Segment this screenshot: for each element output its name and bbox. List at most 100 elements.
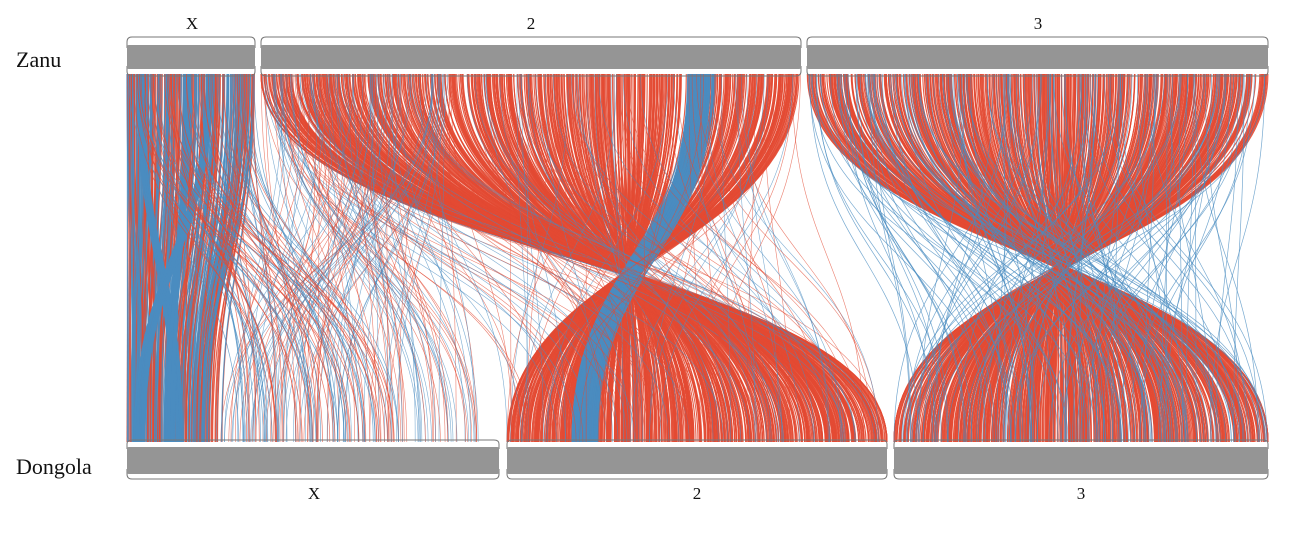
synteny-link	[836, 73, 1059, 443]
synteny-link	[302, 73, 691, 443]
synteny-link	[527, 73, 680, 443]
synteny-link	[299, 73, 878, 443]
bottom-chromosome-label-2: 2	[693, 484, 702, 503]
synteny-link	[737, 73, 756, 443]
synteny-link	[996, 73, 1012, 443]
synteny-link	[691, 73, 762, 443]
synteny-link	[859, 73, 1099, 443]
synteny-link	[1025, 73, 1112, 443]
synteny-link	[357, 73, 377, 443]
synteny-link	[746, 73, 780, 443]
synteny-link	[355, 73, 695, 443]
synteny-link	[1028, 73, 1099, 443]
synteny-link	[1076, 73, 1225, 443]
synteny-link	[520, 73, 719, 443]
synteny-link	[231, 73, 435, 443]
synteny-link	[998, 73, 1159, 443]
synteny-link	[481, 73, 686, 443]
synteny-link	[575, 73, 704, 443]
synteny-link	[170, 73, 351, 443]
synteny-link	[242, 73, 376, 443]
synteny-link	[516, 73, 808, 443]
synteny-link	[815, 73, 948, 443]
synteny-link	[642, 73, 647, 443]
synteny-link	[934, 73, 1265, 443]
synteny-link	[976, 73, 1083, 443]
synteny-link	[297, 73, 584, 443]
synteny-link	[364, 73, 449, 443]
synteny-link	[696, 73, 880, 443]
synteny-link	[139, 73, 348, 443]
synteny-link	[1036, 73, 1189, 443]
synteny-link	[590, 73, 670, 443]
synteny-link	[855, 73, 949, 443]
synteny-link	[893, 73, 1009, 443]
synteny-link	[518, 73, 566, 443]
synteny-link	[1061, 73, 1227, 443]
synteny-link	[222, 73, 367, 443]
top-chromosome-label-3: 3	[1034, 14, 1043, 33]
synteny-link	[154, 73, 273, 443]
synteny-link	[195, 73, 312, 443]
synteny-link	[1215, 73, 1239, 443]
bottom-chromosome-2	[506, 439, 888, 480]
synteny-link	[687, 73, 758, 443]
synteny-link	[847, 73, 965, 443]
synteny-link	[623, 73, 705, 443]
synteny-link	[681, 73, 794, 443]
synteny-link	[295, 73, 856, 443]
synteny-link	[281, 73, 421, 443]
synteny-link	[1185, 73, 1194, 443]
synteny-link	[917, 73, 1135, 443]
synteny-link	[929, 73, 1122, 443]
synteny-link	[961, 73, 1004, 443]
synteny-link	[598, 73, 846, 443]
synteny-link	[450, 73, 513, 443]
synteny-link	[362, 73, 403, 443]
synteny-link	[844, 73, 1067, 443]
synteny-link	[873, 73, 912, 443]
synteny-link	[161, 73, 174, 443]
synteny-link	[1009, 73, 1186, 443]
synteny-link	[218, 73, 261, 443]
synteny-link	[388, 73, 823, 443]
synteny-link	[176, 73, 399, 443]
top-chromosome-x	[126, 36, 256, 77]
synteny-link	[500, 73, 757, 443]
synteny-link	[987, 73, 1157, 443]
synteny-link	[628, 73, 630, 443]
synteny-link	[918, 73, 966, 443]
synteny-link	[705, 73, 783, 443]
synteny-link	[164, 73, 395, 443]
synteny-link	[177, 73, 378, 443]
synteny-link	[278, 73, 441, 443]
synteny-link	[689, 73, 843, 443]
synteny-link	[591, 73, 693, 443]
synteny-link	[137, 73, 303, 443]
synteny-link	[571, 73, 830, 443]
synteny-link	[946, 73, 1039, 443]
synteny-link	[266, 73, 860, 443]
synteny-link	[1137, 73, 1171, 443]
synteny-link	[963, 73, 1205, 443]
synteny-link	[420, 73, 649, 443]
synteny-link	[198, 73, 366, 443]
synteny-link	[901, 73, 1124, 443]
synteny-link	[1194, 73, 1197, 443]
synteny-link	[1009, 73, 1242, 443]
synteny-link	[334, 73, 436, 443]
synteny-link	[988, 73, 1125, 443]
synteny-link	[157, 73, 311, 443]
synteny-link	[527, 73, 628, 443]
synteny-link	[186, 73, 388, 443]
synteny-link	[1054, 73, 1098, 443]
synteny-link	[1103, 73, 1261, 443]
synteny-link	[413, 73, 856, 443]
synteny-link	[916, 73, 1041, 443]
synteny-link	[310, 73, 724, 443]
synteny-link	[438, 73, 445, 443]
synteny-link	[942, 73, 1245, 443]
synteny-link	[856, 73, 996, 443]
synteny-link	[137, 73, 214, 443]
synteny-link	[484, 73, 778, 443]
